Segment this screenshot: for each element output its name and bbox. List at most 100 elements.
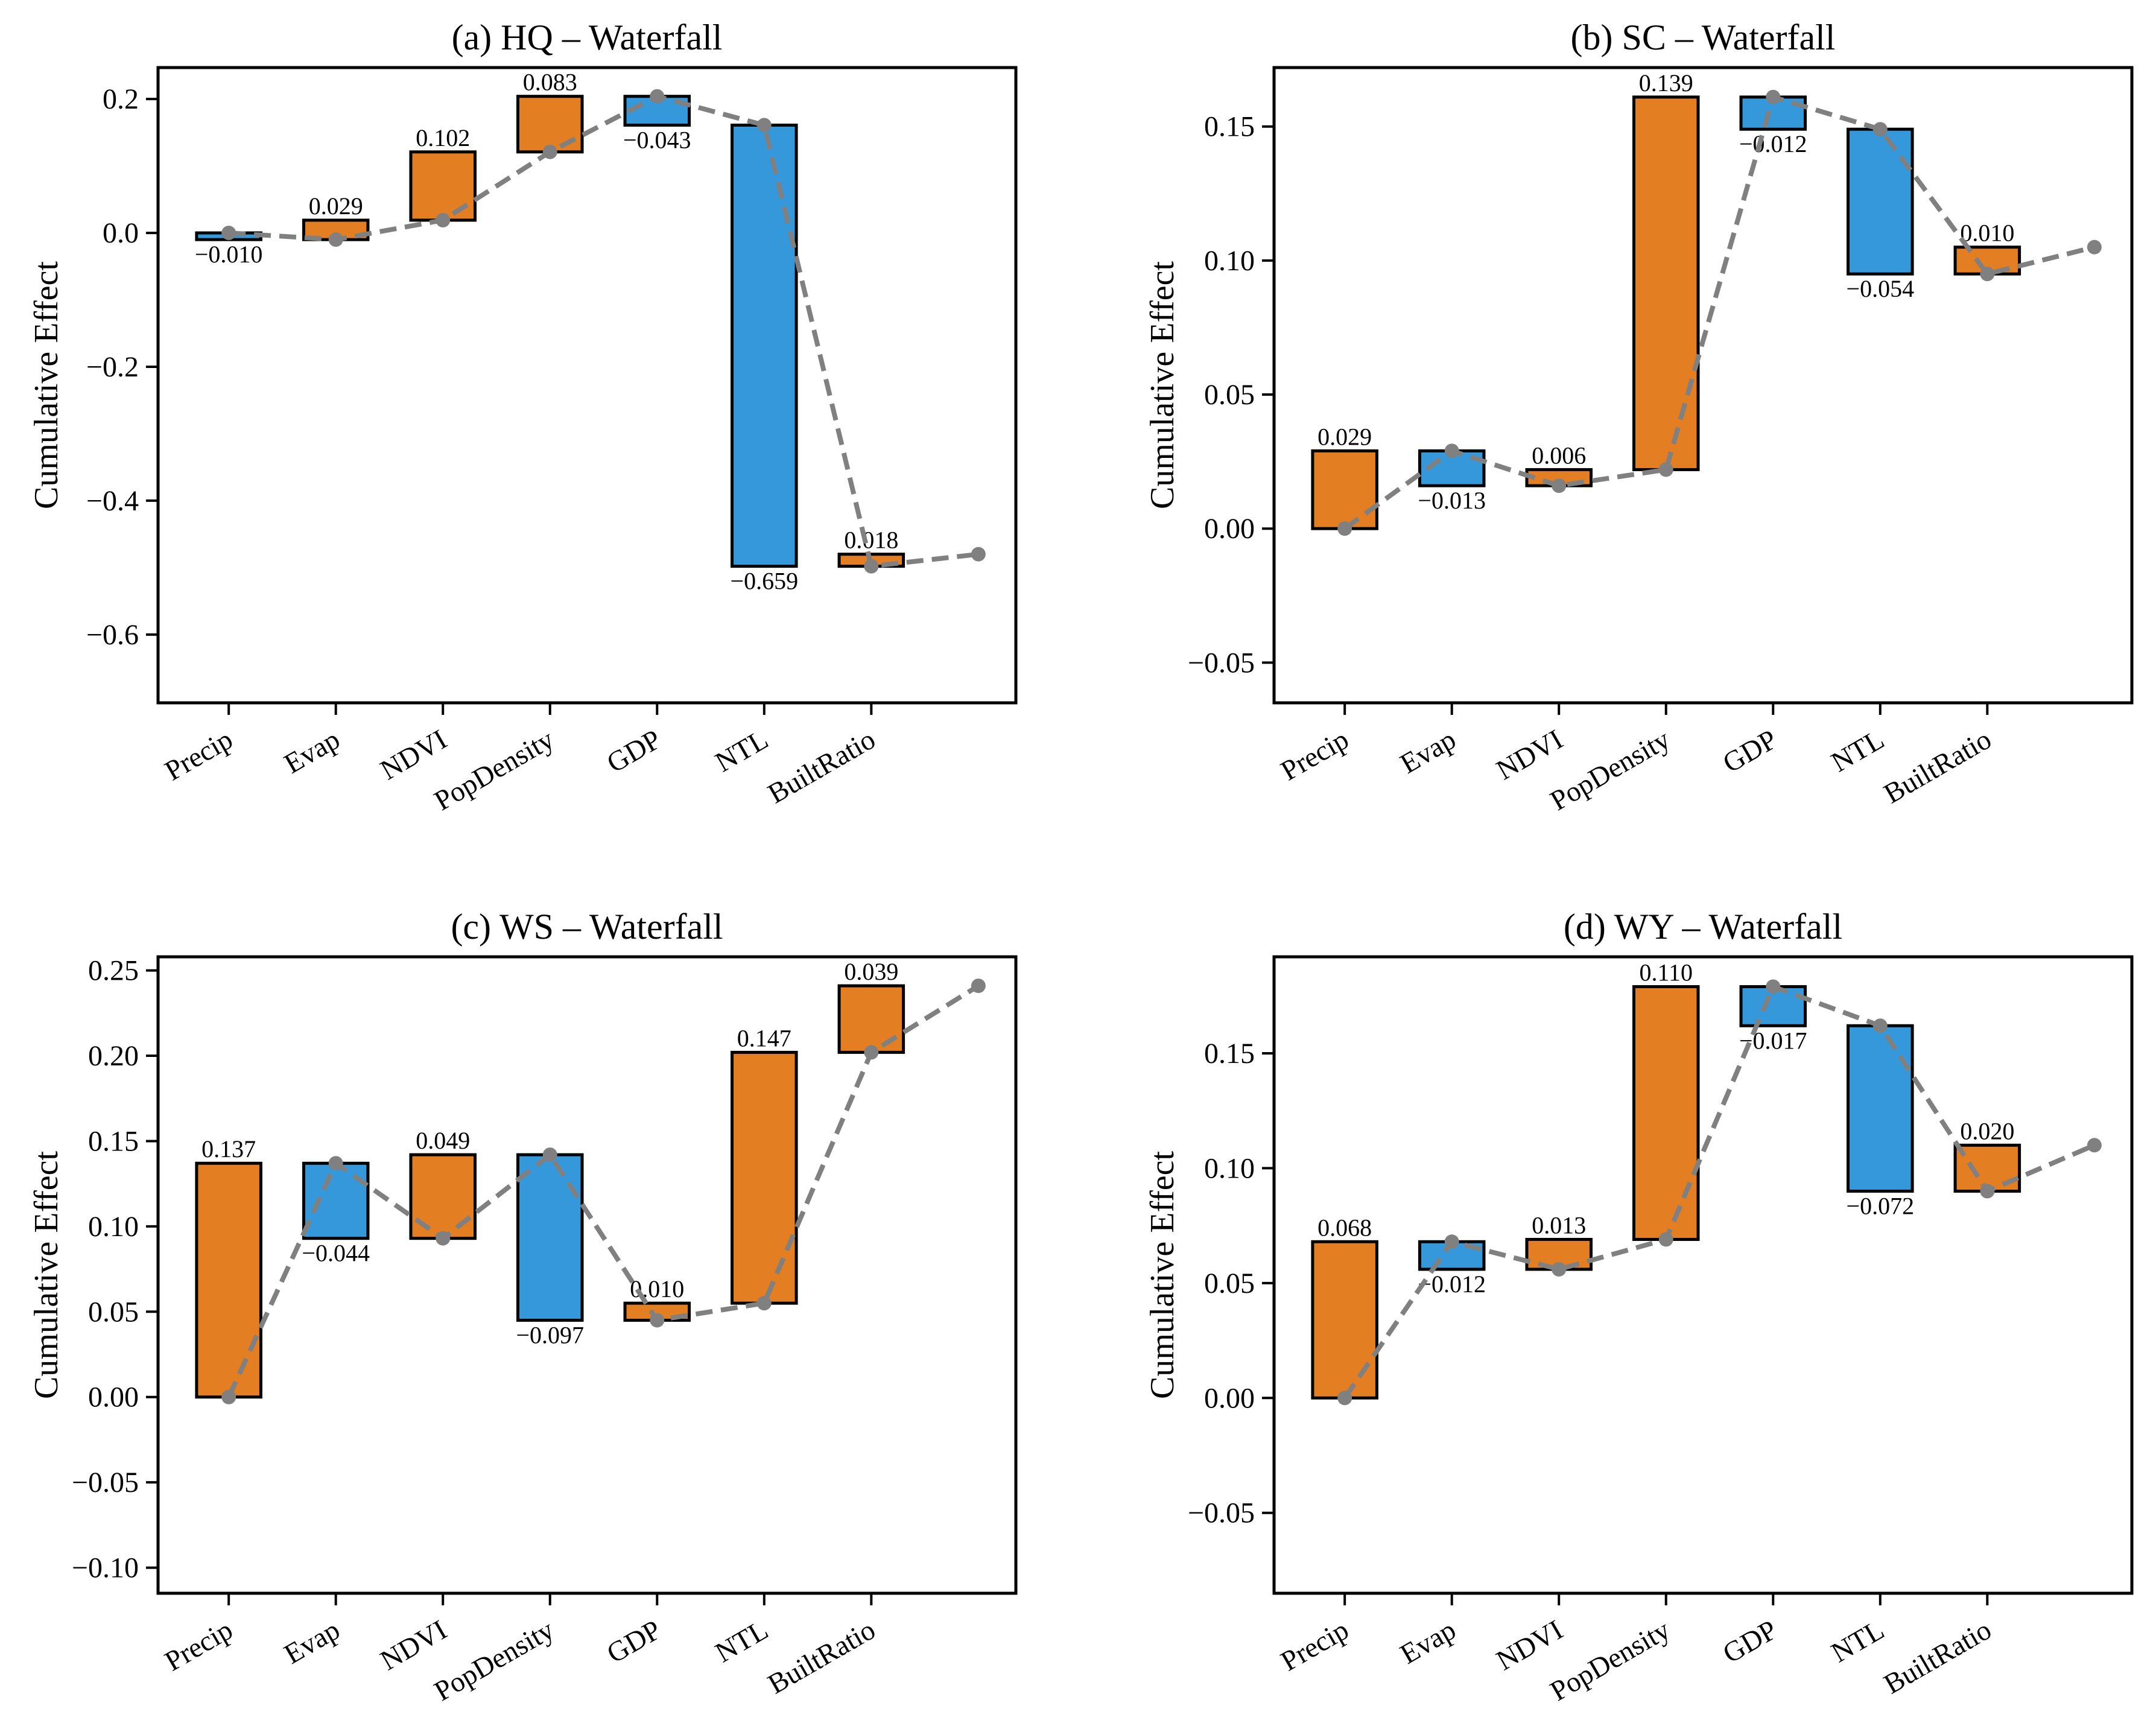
cumulative-line (1343, 94, 2095, 531)
y-tick-label: −0.05 (1188, 647, 1255, 679)
y-tick-label: 0.25 (88, 955, 139, 987)
cumulative-point (1337, 1391, 1352, 1406)
x-tick-label: Evap (279, 723, 346, 779)
cumulative-point (221, 1389, 236, 1404)
x-tick-label: NTL (710, 723, 773, 778)
cumulative-point (1444, 1234, 1459, 1249)
cumulative-point (2087, 240, 2102, 255)
x-tick-label: NTL (1826, 1614, 1889, 1669)
value-label: −0.012 (1739, 130, 1807, 157)
value-label: 0.102 (416, 124, 470, 151)
bar-precip (1311, 1240, 1378, 1400)
y-tick-label: 0.05 (1204, 379, 1255, 411)
cumulative-point (1872, 1018, 1888, 1033)
bar-ntl (1847, 1024, 1914, 1193)
value-label: 0.147 (737, 1024, 791, 1052)
bar-popdensity (1632, 95, 1700, 471)
x-tick-label: GDP (1717, 1614, 1782, 1669)
value-label: −0.044 (302, 1240, 370, 1267)
value-label: 0.010 (1960, 220, 2014, 247)
cumulative-point (1658, 1232, 1673, 1247)
x-tick-label: Precip (160, 1614, 238, 1677)
value-label: 0.137 (201, 1135, 256, 1163)
cumulative-point (2087, 1138, 2102, 1153)
value-label: 0.049 (416, 1127, 470, 1154)
cumulative-line (228, 94, 979, 569)
bar-popdensity (516, 1153, 584, 1322)
value-label: 0.110 (1639, 959, 1693, 986)
cumulative-point (542, 1147, 557, 1163)
cumulative-point (1872, 122, 1888, 137)
cumulative-point (756, 1296, 772, 1311)
chart-panel-d: (d) WY – Waterfall Cumulative Effect 0.068… (1144, 907, 2134, 1707)
y-tick-label: 0.15 (1204, 111, 1255, 143)
x-tick-label: PopDensity (1545, 1614, 1675, 1707)
bar-evap (302, 1161, 370, 1240)
x-tick-label: PopDensity (1545, 723, 1675, 817)
x-tick-label: Precip (1276, 723, 1354, 787)
cumulative-line (226, 983, 980, 1398)
x-tick-label: Evap (1395, 1614, 1462, 1670)
bar-popdensity (1632, 985, 1700, 1241)
cumulative-point (1552, 1261, 1567, 1277)
cumulative-point (864, 1045, 879, 1060)
bar-ndvi (409, 150, 477, 222)
cumulative-point (1444, 443, 1459, 458)
x-tick-label: NTL (1826, 723, 1889, 778)
value-label: −0.659 (731, 568, 799, 595)
y-tick-label: 0.10 (88, 1211, 139, 1243)
y-tick-label: 0.0 (103, 217, 139, 249)
y-tick-label: 0.05 (1204, 1267, 1255, 1299)
cumulative-point (756, 118, 772, 133)
y-tick-label: −0.6 (86, 619, 139, 651)
value-label: 0.020 (1960, 1117, 2014, 1144)
value-label: 0.018 (844, 527, 898, 554)
y-tick-label: 0.2 (103, 83, 139, 115)
x-tick-label: GDP (1717, 723, 1782, 779)
value-label: −0.013 (1418, 487, 1486, 514)
cumulative-point (1980, 267, 1995, 282)
value-label: −0.072 (1847, 1192, 1915, 1219)
value-label: −0.010 (195, 241, 263, 268)
cumulative-point (971, 547, 986, 562)
axes-frame (1272, 66, 2134, 705)
axes-frame (156, 66, 1018, 705)
cumulative-point (436, 1231, 451, 1246)
cumulative-point (971, 979, 986, 994)
chart-panel-c: (c) WS – Waterfall Cumulative Effect 0.137… (28, 907, 1018, 1707)
x-tick-label: NDVI (1491, 723, 1568, 786)
y-axis-label: Cumulative Effect (28, 261, 65, 510)
x-tick-label: PopDensity (429, 1614, 559, 1707)
y-tick-label: −0.10 (72, 1552, 139, 1584)
value-label: 0.013 (1532, 1211, 1586, 1239)
value-label: 0.039 (844, 958, 898, 985)
x-tick-label: GDP (601, 723, 666, 779)
x-tick-label: BuiltRatio (763, 1614, 881, 1700)
cumulative-point (436, 212, 451, 227)
bar-ntl (1847, 127, 1914, 276)
x-tick-label: BuiltRatio (763, 723, 881, 810)
y-tick-label: 0.10 (1204, 245, 1255, 277)
y-tick-label: 0.20 (88, 1040, 139, 1072)
y-tick-label: 0.10 (1204, 1152, 1255, 1184)
value-label: 0.083 (523, 69, 577, 96)
bar-ntl (731, 123, 798, 568)
x-tick-label: NDVI (375, 723, 452, 786)
bar-precip (1311, 449, 1378, 530)
cumulative-line (1342, 983, 2096, 1400)
y-tick-label: −0.4 (86, 485, 139, 517)
x-tick-label: NDVI (375, 1614, 452, 1677)
bar-ntl (731, 1050, 798, 1305)
x-tick-label: BuiltRatio (1879, 1614, 1997, 1700)
cumulative-point (650, 89, 665, 104)
bar-ndvi (409, 1153, 477, 1240)
y-tick-label: −0.05 (72, 1467, 139, 1499)
x-tick-label: Precip (160, 723, 238, 787)
value-label: 0.068 (1317, 1214, 1372, 1241)
cumulative-point (1980, 1184, 1995, 1199)
y-tick-label: 0.15 (1204, 1038, 1255, 1070)
x-tick-label: Precip (1276, 1614, 1354, 1677)
value-label: −0.043 (623, 126, 691, 153)
y-tick-label: 0.00 (1204, 1382, 1255, 1414)
